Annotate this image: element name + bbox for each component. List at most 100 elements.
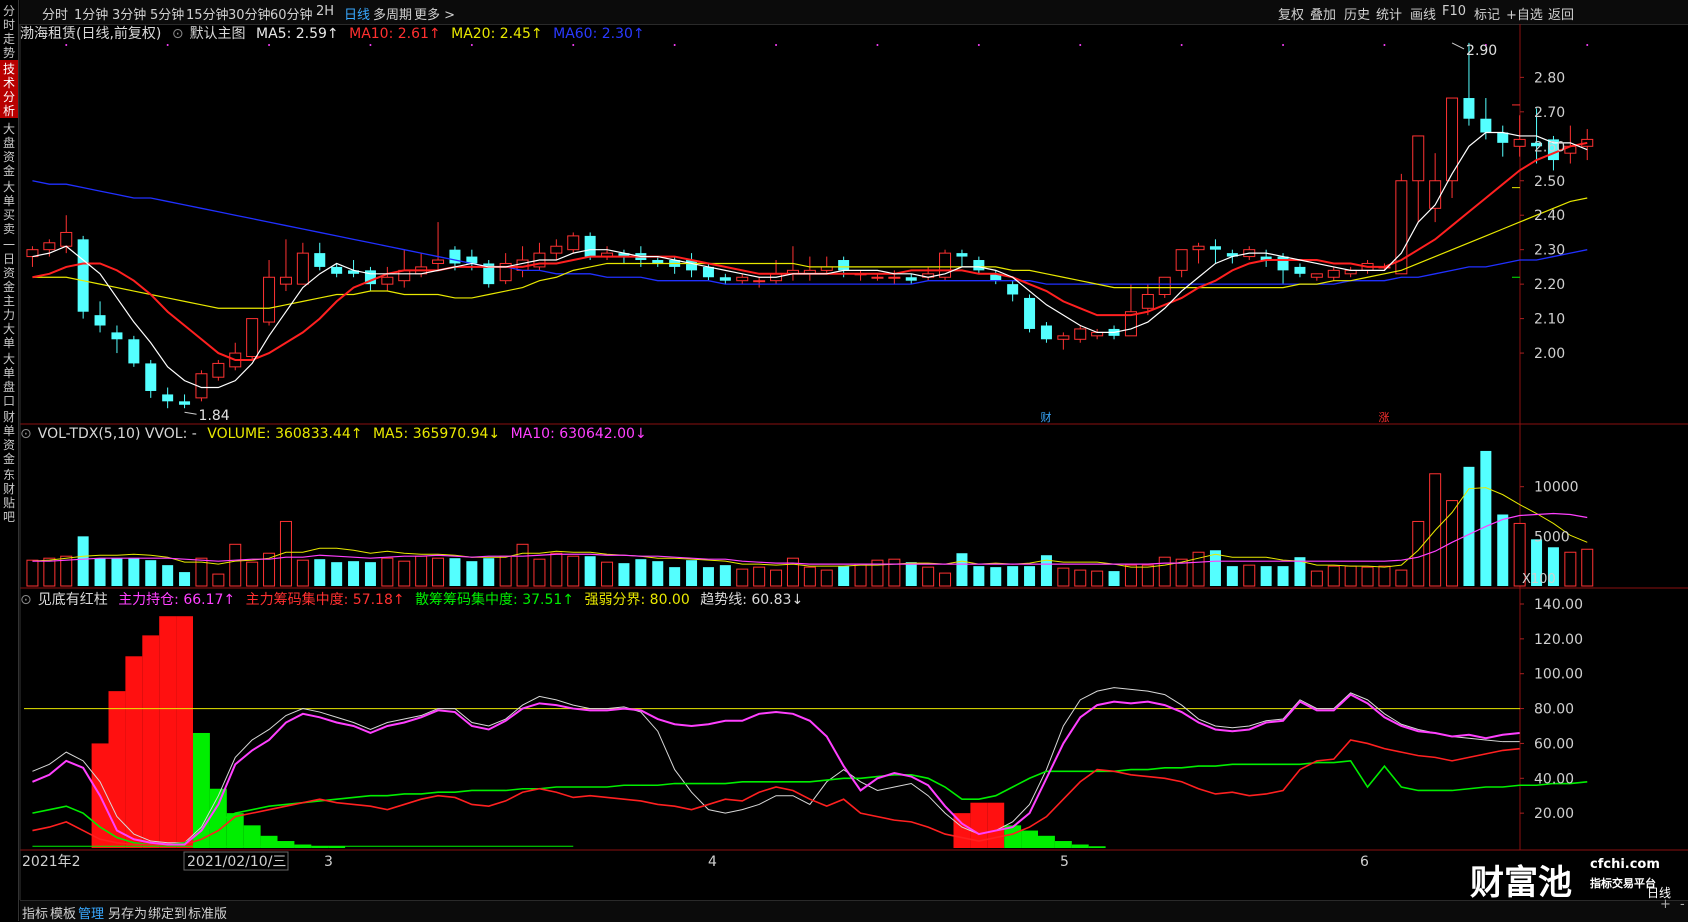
ind-name[interactable]: 见底有红柱 <box>37 592 108 608</box>
period-30min[interactable]: 30分钟 <box>228 8 271 23</box>
period-3min[interactable]: 3分钟 <box>112 8 147 23</box>
template-dropdown-icon[interactable]: ⊙ <box>171 26 184 42</box>
btn-back[interactable]: 返回 <box>1548 8 1575 23</box>
side-tab-forum[interactable]: 东财贴吧 <box>2 468 15 524</box>
main-legend: 渤海租赁(日线,前复权) ⊙ 默认主图 MA5: 2.59↑ MA10: 2.61… <box>20 23 651 43</box>
price-tick-label: 2.80 <box>1534 70 1565 86</box>
candle-body <box>736 276 749 282</box>
red-bar <box>142 635 160 848</box>
indicator-tick-label: 100.00 <box>1534 667 1583 683</box>
volume-bar <box>1209 550 1221 586</box>
event-dot <box>572 44 575 46</box>
candle-body <box>246 318 259 358</box>
btn-add-watch[interactable]: +自选 <box>1506 8 1543 23</box>
period-5min[interactable]: 5分钟 <box>150 8 185 23</box>
side-tab-main-big[interactable]: 主力大单 <box>2 294 15 350</box>
btn-fuquan[interactable]: 复权 <box>1278 8 1305 23</box>
period-fenshi[interactable]: 分时 <box>42 8 69 23</box>
ma60-line <box>32 180 1588 285</box>
watermark-site: cfchi.com <box>1590 857 1660 872</box>
candle-body <box>956 253 968 257</box>
bottom-tab-standard[interactable]: 标准版 <box>188 907 228 922</box>
template-name[interactable]: 默认主图 <box>189 26 246 42</box>
watermark-logo: 财富池 cfchi.com 指标交易平台 <box>1470 855 1660 904</box>
green-bar <box>1038 835 1055 848</box>
period-more[interactable]: 更多 > <box>414 8 456 23</box>
volume-bar <box>584 556 596 586</box>
side-tab-big-order[interactable]: 大单买卖 <box>2 180 15 236</box>
indicator-tick-label: 140.00 <box>1534 597 1583 613</box>
indicator-tick-label: 60.00 <box>1534 736 1574 752</box>
bottom-tab-indicator[interactable]: 指标 <box>22 907 49 922</box>
side-tab-market-fund[interactable]: 大盘资金 <box>2 122 15 178</box>
volume-bar <box>888 558 901 587</box>
volume-bar <box>601 561 614 587</box>
period-2h[interactable]: 2H <box>316 4 335 19</box>
candle-body <box>652 260 664 264</box>
volume-tick-label: 5000 <box>1534 529 1570 545</box>
side-tab-fin-fund[interactable]: 财单资金 <box>2 410 15 466</box>
event-dot <box>268 44 271 46</box>
volume-bar <box>1581 548 1594 587</box>
volume-bar <box>1074 569 1087 587</box>
event-dot <box>1383 44 1386 46</box>
bottom-tab-save-as[interactable]: 另存为 <box>108 907 148 922</box>
candle-body <box>1040 325 1052 340</box>
btn-stats[interactable]: 统计 <box>1376 8 1403 23</box>
price-tick-label: 2.60 <box>1534 139 1565 155</box>
volume-bar <box>990 567 1002 586</box>
candle-body <box>1192 245 1205 251</box>
candle-body <box>1463 98 1475 119</box>
bottom-tab-bind[interactable]: 绑定到 <box>148 907 188 922</box>
volume-bar <box>652 561 664 586</box>
side-tab-technical[interactable]: 技术分析 <box>0 60 18 118</box>
volume-bar <box>348 561 360 586</box>
zoom-out-icon[interactable]: - <box>1680 897 1685 912</box>
period-1min[interactable]: 1分钟 <box>74 8 109 23</box>
period-60min[interactable]: 60分钟 <box>270 8 313 23</box>
volume-bar <box>398 560 411 587</box>
btn-draw[interactable]: 画线 <box>1410 8 1437 23</box>
price-tick-label: 2.70 <box>1534 105 1565 121</box>
period-multi[interactable]: 多周期 <box>373 8 413 23</box>
btn-overlay[interactable]: 叠加 <box>1310 8 1337 23</box>
candle-body <box>145 363 157 391</box>
candle-body <box>60 231 73 247</box>
event-dot <box>1586 44 1589 46</box>
candle-body <box>279 276 292 285</box>
volume-bar <box>449 558 461 586</box>
volume-bar <box>854 563 867 587</box>
candle-body <box>618 253 630 257</box>
ind-settings-icon[interactable]: ⊙ <box>20 592 32 608</box>
volume-bar <box>145 560 157 586</box>
candle-body <box>364 270 376 285</box>
zoom-in-icon[interactable]: + <box>1660 897 1671 912</box>
side-tab-big-handicap[interactable]: 大单盘口 <box>2 352 15 408</box>
bottom-tab-template[interactable]: 模板 <box>50 907 77 922</box>
btn-history[interactable]: 历史 <box>1344 8 1371 23</box>
volume-bar <box>1564 551 1577 587</box>
red-bar <box>987 802 1005 848</box>
ma10-line <box>32 141 1588 361</box>
vol-name[interactable]: VOL-TDX(5,10) VVOL: - <box>37 426 197 442</box>
candle-body <box>94 315 106 326</box>
candle-body <box>1327 269 1340 278</box>
period-daily[interactable]: 日线 <box>344 8 371 23</box>
side-tab-day-fund[interactable]: 一日资金 <box>2 238 15 294</box>
side-tab-intraday[interactable]: 分时走势 <box>2 4 15 60</box>
volume-bar <box>736 568 749 587</box>
btn-mark[interactable]: 标记 <box>1474 8 1501 23</box>
red-bar <box>91 743 109 848</box>
watermark-sub: 指标交易平台 <box>1590 877 1656 890</box>
bottom-tab-manage[interactable]: 管理 <box>78 907 105 922</box>
candle-body <box>1531 142 1543 147</box>
candle-body <box>466 256 478 264</box>
x-axis-label: 5 <box>1060 854 1069 870</box>
volume-bar <box>871 559 884 587</box>
candle-body <box>1074 328 1087 340</box>
volume-bar <box>1429 473 1442 587</box>
vol-settings-icon[interactable]: ⊙ <box>20 426 32 442</box>
period-15min[interactable]: 15分钟 <box>186 8 229 23</box>
btn-f10[interactable]: F10 <box>1442 4 1467 19</box>
period-toolbar: 分时 1分钟 3分钟 5分钟 15分钟 30分钟 60分钟 2H 日线 多周期 … <box>20 0 1688 25</box>
